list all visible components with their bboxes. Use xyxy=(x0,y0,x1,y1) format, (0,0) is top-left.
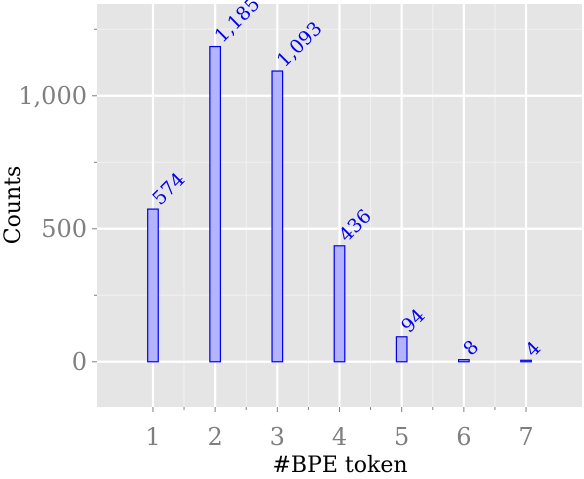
x-tick-label-1: 2 xyxy=(208,423,223,451)
bar-1 xyxy=(147,208,159,363)
bar-6 xyxy=(457,359,470,363)
x-tick-label-5: 6 xyxy=(456,423,471,451)
bar-4 xyxy=(333,245,346,363)
x-tick-label-2: 3 xyxy=(270,423,285,451)
y-tick-label-2: 1,000 xyxy=(18,82,87,110)
y-tick-label-1: 500 xyxy=(41,215,87,243)
bar-3 xyxy=(271,70,284,363)
x-tick-label-3: 4 xyxy=(332,423,347,451)
x-tick-label-6: 7 xyxy=(518,423,533,451)
x-tick-label-4: 5 xyxy=(394,423,409,451)
x-axis-title: #BPE token xyxy=(272,453,407,474)
x-tick-label-0: 1 xyxy=(145,423,160,451)
bar-5 xyxy=(395,336,408,363)
bar-7 xyxy=(520,359,532,363)
y-tick-label-0: 0 xyxy=(72,348,87,376)
y-axis-title: Counts xyxy=(1,166,26,245)
bar-2 xyxy=(209,45,222,363)
